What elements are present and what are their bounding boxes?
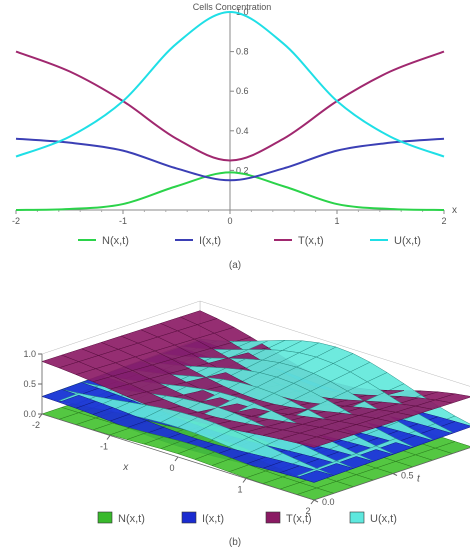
legend-b-label: T(x,t) — [286, 513, 312, 525]
chart-a-series-line-i — [15, 137, 445, 182]
chart-b-x-tick — [38, 413, 43, 419]
chart-b-x-tick-label: 1 — [237, 485, 242, 495]
panel-b-label: (b) — [229, 537, 241, 548]
legend-b-label: U(x,t) — [370, 513, 397, 525]
legend-a-label: N(x,t) — [102, 235, 129, 247]
chart-b-t-tick-label: 0.5 — [401, 471, 414, 481]
chart-b-x-tick-label: -1 — [100, 442, 108, 452]
panel-a-line-chart: Cells Concentration -2 -1 0 1 2 0.2 0.4 0.6 0.8 1… — [12, 2, 457, 271]
chart-a-series-line-t — [15, 50, 445, 162]
chart-a-y-tick-label: 0.6 — [236, 86, 249, 96]
chart-b-x-tick-label: 0 — [169, 463, 174, 473]
chart-b-t-tick — [392, 473, 398, 476]
legend-b-label: N(x,t) — [118, 513, 145, 525]
chart-b-z-tick-label: 1.0 — [23, 349, 36, 359]
chart-b-xlabel: x — [122, 462, 129, 473]
legend-b-swatch — [181, 511, 197, 524]
chart-b-x-tick — [310, 499, 315, 505]
chart-b-z-tick-label: 0.0 — [23, 409, 36, 419]
legend-a-label: U(x,t) — [394, 235, 421, 247]
chart-a-x-tick-label: 2 — [441, 216, 446, 226]
chart-b-tlabel: t — [417, 474, 421, 485]
legend-b-label: I(x,t) — [202, 513, 224, 525]
chart-a-y-tick-label: 0.2 — [236, 165, 249, 175]
legend-b-swatch — [97, 511, 113, 524]
chart-b-t-tick — [313, 499, 319, 503]
chart-a-x-tick-label: -1 — [119, 216, 127, 226]
chart-b-legend: N(x,t) I(x,t) T(x,t) U(x,t) — [97, 511, 397, 525]
chart-b-x-tick — [242, 478, 247, 483]
chart-a-x-tick-label: -2 — [12, 216, 20, 226]
panel-a-label: (a) — [229, 260, 241, 271]
legend-a-label: T(x,t) — [298, 235, 324, 247]
chart-a-series-line-u — [15, 10, 445, 158]
surface-patch-t — [296, 436, 335, 448]
legend-a-label: I(x,t) — [199, 235, 221, 247]
legend-b-swatch — [349, 511, 365, 524]
chart-a-legend: N(x,t) I(x,t) T(x,t) U(x,t) — [78, 235, 421, 247]
chart-b-z-tick-label: 0.5 — [23, 379, 36, 389]
chart-a-y-tick-label: 1.0 — [236, 7, 249, 17]
chart-b-t-tick-label: 0.0 — [322, 497, 335, 507]
chart-a-x-tick-label: 1 — [334, 216, 339, 226]
chart-a-title: Cells Concentration — [193, 2, 272, 12]
surface-patch-i — [296, 470, 335, 483]
chart-a-y-tick-label: 0.4 — [236, 126, 249, 136]
chart-a-series-line-n — [15, 171, 445, 211]
chart-b-x-tick-label: 2 — [305, 506, 310, 516]
legend-b-swatch — [265, 511, 281, 524]
chart-a-x-tick-label: 0 — [227, 216, 232, 226]
chart-a-y-tick-label: 0.8 — [236, 47, 249, 57]
chart-b-x-tick — [174, 456, 179, 462]
chart-b-x-tick-label: -2 — [32, 420, 40, 430]
chart-b-x-tick — [106, 435, 111, 440]
chart-a-xlabel: x — [452, 205, 457, 216]
